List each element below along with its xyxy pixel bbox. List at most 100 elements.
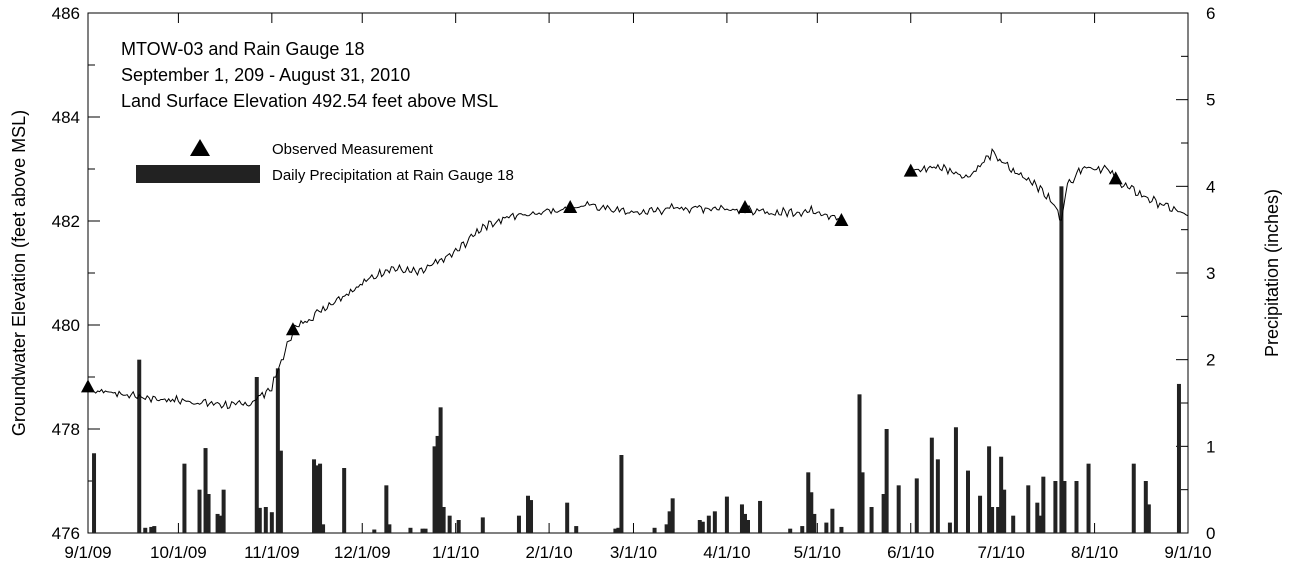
precip-bar	[1002, 489, 1007, 533]
x-tick-label: 3/1/10	[610, 543, 657, 562]
precip-bar	[824, 522, 829, 533]
precip-bar	[830, 508, 835, 533]
annotation-block: MTOW-03 and Rain Gauge 18 September 1, 2…	[121, 39, 498, 111]
precip-bar	[758, 500, 763, 533]
y2-tick-label: 4	[1206, 177, 1215, 196]
precip-bar	[929, 437, 934, 533]
precip-bar	[724, 496, 729, 533]
precip-bar	[953, 427, 958, 533]
x-tick-label: 8/1/10	[1071, 543, 1118, 562]
precip-bar	[526, 495, 530, 533]
precip-bar	[420, 528, 425, 533]
precip-bar	[275, 368, 280, 533]
y2-tick-label: 0	[1206, 524, 1215, 543]
precip-bar	[1035, 502, 1040, 533]
x-tick-label: 10/1/09	[150, 543, 207, 562]
precip-bar	[746, 520, 750, 533]
observed-measurement-marker	[81, 379, 95, 393]
y-tick-label: 476	[52, 524, 80, 543]
precip-bar	[1062, 481, 1067, 533]
observed-measurement-marker	[1108, 171, 1123, 185]
precip-bar	[896, 485, 901, 533]
x-tick-label: 1/1/10	[432, 543, 479, 562]
observed-measurement-marker	[834, 213, 849, 226]
axes: 9/1/09 10/1/09 11/1/09 12/1/09 1/1/10 2/1/10 3…	[52, 4, 1216, 562]
precip-bar	[706, 515, 711, 533]
y2-tick-label: 6	[1206, 4, 1215, 23]
precip-bar	[92, 453, 97, 533]
precipitation-bars	[92, 186, 1181, 534]
y2-tick-label: 2	[1206, 351, 1215, 370]
precip-bar	[1086, 463, 1091, 533]
x-tick-label: 2/1/10	[525, 543, 572, 562]
precip-bar	[182, 463, 187, 533]
precip-bar	[149, 526, 154, 533]
precip-bar	[318, 463, 323, 533]
precip-bar	[384, 485, 389, 533]
x-tick-label: 9/1/10	[1164, 543, 1211, 562]
precip-bar	[438, 407, 443, 533]
observed-measurement-marker	[285, 322, 300, 336]
precip-bar	[800, 526, 805, 533]
y-tick-label: 482	[52, 212, 80, 231]
y2-tick-label: 1	[1206, 437, 1215, 456]
precip-bar	[565, 502, 570, 533]
groundwater-lines	[87, 147, 1189, 410]
legend-bar-marker	[136, 165, 260, 183]
annotation-line-1: MTOW-03 and Rain Gauge 18	[121, 39, 364, 59]
precip-bar	[1038, 515, 1043, 533]
precip-bar	[312, 459, 317, 533]
precip-bar	[999, 456, 1004, 533]
y-tick-label: 480	[52, 316, 80, 335]
precip-bar	[321, 524, 326, 533]
precip-bar	[914, 478, 919, 533]
precip-bar	[456, 520, 461, 533]
precip-bar	[712, 511, 717, 533]
precip-bar	[152, 526, 157, 533]
y2-tick-label: 5	[1206, 91, 1215, 110]
precip-bar	[221, 489, 226, 533]
x-tick-label: 6/1/10	[887, 543, 934, 562]
precip-bar	[1059, 186, 1064, 534]
precip-bar	[966, 470, 970, 533]
precip-bar	[1131, 463, 1136, 533]
x-tick-label: 11/1/09	[244, 543, 299, 562]
annotation-line-3: Land Surface Elevation 492.54 feet above…	[121, 91, 498, 111]
precip-bar	[278, 450, 283, 533]
precip-bar	[529, 500, 534, 533]
observed-measurement-marker	[737, 200, 752, 213]
precip-bar	[372, 529, 377, 533]
precip-bar	[978, 495, 983, 533]
precip-bar	[435, 435, 440, 533]
precip-bar	[342, 468, 347, 533]
precip-bar	[254, 377, 259, 533]
groundwater-line	[87, 200, 839, 410]
x-tick-label: 4/1/10	[703, 543, 750, 562]
precip-bar	[616, 527, 621, 533]
precip-bar	[574, 526, 579, 533]
observed-measurement-marker	[903, 163, 918, 177]
precip-bar	[1176, 383, 1181, 533]
precip-bar	[218, 515, 223, 533]
precip-bar	[432, 446, 437, 533]
annotation-line-2: September 1, 209 - August 31, 2010	[121, 65, 410, 85]
precip-bar	[881, 494, 886, 533]
precip-bar	[1053, 481, 1058, 533]
precip-bar	[700, 521, 705, 533]
precip-bar	[423, 528, 428, 533]
precip-bar	[1146, 504, 1151, 533]
precip-bar	[947, 522, 952, 533]
y2-axis-title: Precipitation (inches)	[1262, 189, 1282, 357]
x-tick-label: 9/1/09	[64, 543, 111, 562]
precip-bar	[408, 527, 413, 533]
precip-bar	[697, 520, 702, 533]
legend: Observed Measurement Daily Precipitation…	[136, 139, 514, 184]
precip-bar	[884, 429, 889, 533]
precip-bar	[996, 507, 1001, 533]
y-tick-label: 484	[52, 108, 80, 127]
precip-bar	[652, 527, 657, 533]
precip-bar	[1143, 481, 1148, 533]
precip-bar	[990, 507, 995, 533]
precip-bar	[809, 492, 814, 533]
